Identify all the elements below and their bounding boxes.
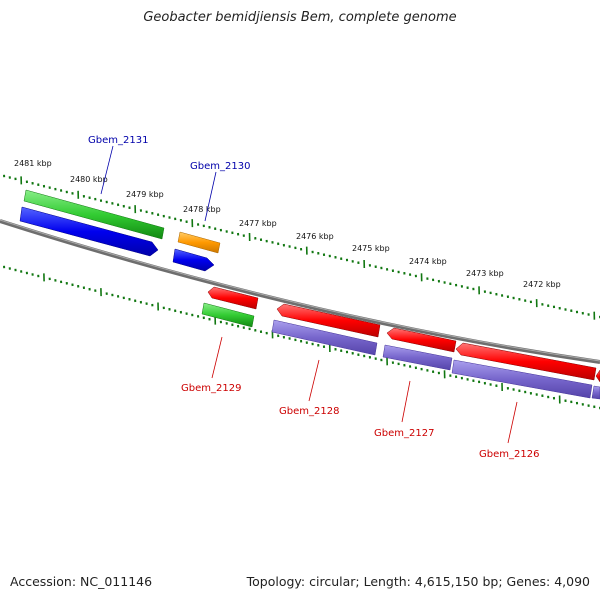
label-leaders: [100, 145, 518, 444]
cds-feature[interactable]: [172, 248, 215, 272]
map-title: Geobacter bemidjiensis Bem, complete gen…: [143, 10, 457, 25]
scale-label: 2475 kbp: [352, 244, 390, 253]
scale-label: 2478 kbp: [183, 205, 221, 214]
scale-lower: [3, 265, 600, 410]
scale-label: 2474 kbp: [409, 257, 447, 266]
gene-labels: Gbem_2131 Gbem_2130 Gbem_2129 Gbem_2128 …: [88, 135, 539, 460]
cds-feature[interactable]: [386, 327, 457, 353]
gene-label-gbem-2130[interactable]: Gbem_2130: [190, 161, 250, 172]
scale-label: 2480 kbp: [70, 175, 108, 184]
protein-feature[interactable]: [271, 319, 378, 356]
gene-label-gbem-2126[interactable]: Gbem_2126: [479, 449, 539, 460]
reverse-features: [201, 286, 600, 400]
gene-feature[interactable]: [23, 189, 165, 240]
genome-backbone: [0, 219, 600, 364]
protein-feature[interactable]: [382, 344, 453, 371]
cds-feature[interactable]: [19, 206, 159, 257]
cds-feature[interactable]: [207, 286, 259, 310]
gene-label-gbem-2128[interactable]: Gbem_2128: [279, 406, 339, 417]
scale-labels: 2481 kbp 2480 kbp 2479 kbp 2478 kbp 2477…: [14, 159, 561, 289]
forward-features: [19, 189, 221, 272]
cds-feature[interactable]: [455, 342, 597, 381]
protein-feature[interactable]: [451, 359, 593, 399]
rna-gene-feature[interactable]: [177, 231, 221, 254]
gene-label-gbem-2127[interactable]: Gbem_2127: [374, 428, 434, 439]
scale-label: 2476 kbp: [296, 232, 334, 241]
cds-feature[interactable]: [595, 369, 600, 383]
accession-text: Accession: NC_011146: [10, 574, 153, 589]
scale-label: 2472 kbp: [523, 280, 561, 289]
gene-label-gbem-2131[interactable]: Gbem_2131: [88, 135, 148, 146]
genome-stats-text: Topology: circular; Length: 4,615,150 bp…: [246, 574, 590, 589]
scale-label: 2473 kbp: [466, 269, 504, 278]
protein-feature[interactable]: [591, 385, 600, 400]
scale-upper: [3, 174, 600, 320]
gene-label-gbem-2129[interactable]: Gbem_2129: [181, 383, 241, 394]
scale-label: 2481 kbp: [14, 159, 52, 168]
scale-label: 2479 kbp: [126, 190, 164, 199]
gene-feature[interactable]: [201, 302, 255, 328]
cds-feature[interactable]: [276, 303, 381, 338]
scale-label: 2477 kbp: [239, 219, 277, 228]
